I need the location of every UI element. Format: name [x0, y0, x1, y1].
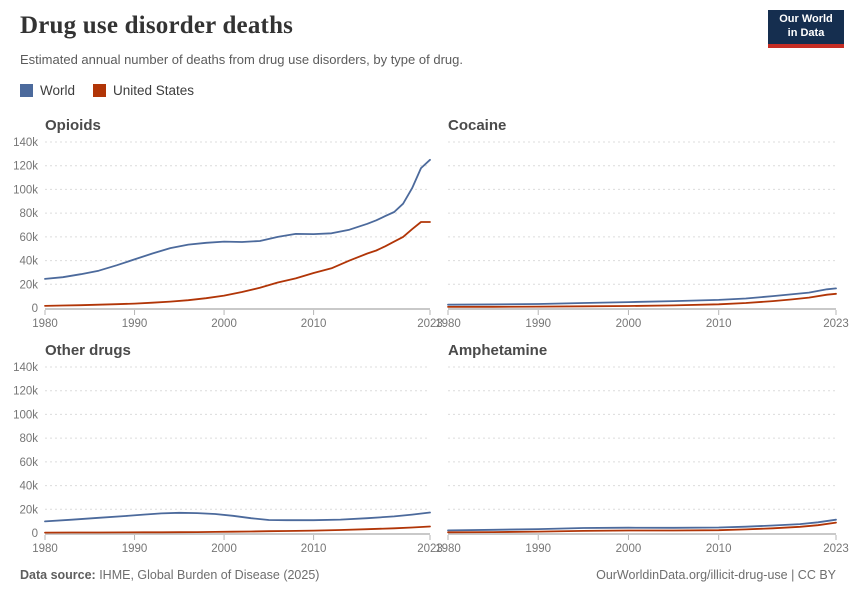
y-tick-label: 100k [13, 409, 38, 421]
x-tick-label: 2010 [301, 543, 327, 555]
y-tick-label: 0 [32, 528, 38, 540]
y-tick-label: 40k [19, 256, 38, 268]
x-tick-label: 1990 [122, 543, 148, 555]
y-tick-label: 0 [32, 303, 38, 315]
owid-logo[interactable]: Our World in Data [768, 10, 844, 48]
y-tick-label: 80k [19, 208, 38, 220]
x-tick-label: 1980 [435, 543, 461, 555]
x-tick-label: 2000 [616, 543, 642, 555]
y-tick-label: 60k [19, 457, 38, 469]
world-line[interactable] [44, 158, 431, 280]
x-tick-label: 2010 [706, 543, 732, 555]
x-tick-label: 2010 [706, 318, 732, 330]
y-tick-label: 120k [13, 386, 38, 398]
x-tick-label: 1990 [525, 318, 551, 330]
footer: Data source: IHME, Global Burden of Dise… [20, 568, 836, 582]
chart-opioids[interactable]: Opioids 0 20k 40k 60k 80k 100k 120k 140k 1980 1990… [0, 106, 446, 333]
united-states-line[interactable] [44, 525, 431, 534]
x-tick-label: 2000 [211, 543, 237, 555]
x-tick-label: 1980 [32, 318, 58, 330]
united-states-line[interactable] [44, 221, 431, 307]
x-tick-label: 1980 [32, 543, 58, 555]
y-tick-label: 40k [19, 481, 38, 493]
y-tick-label: 80k [19, 433, 38, 445]
legend-label-world: World [40, 83, 76, 98]
facet-title: Other drugs [45, 342, 131, 359]
facet-title: Cocaine [448, 117, 506, 134]
world-line[interactable] [44, 511, 431, 523]
y-tick-label: 20k [19, 279, 38, 291]
page-title: Drug use disorder deaths [20, 12, 294, 39]
x-tick-label: 2010 [301, 318, 327, 330]
x-tick-label: 1990 [122, 318, 148, 330]
data-source: Data source: IHME, Global Burden of Dise… [20, 568, 319, 582]
world-swatch-icon [20, 84, 33, 97]
x-tick-label: 2023 [823, 543, 849, 555]
facet-title: Opioids [45, 117, 101, 134]
legend-item-world[interactable]: World [20, 83, 75, 98]
x-tick-label: 1980 [435, 318, 461, 330]
x-tick-label: 1990 [525, 543, 551, 555]
x-tick-label: 2000 [616, 318, 642, 330]
legend-item-united-states[interactable]: United States [93, 83, 194, 98]
united-states-line[interactable] [447, 292, 837, 308]
chart-other-drugs[interactable]: Other drugs 0 20k 40k 60k 80k 100k 120k 140k 1980… [0, 331, 446, 558]
facet-title: Amphetamine [448, 342, 547, 359]
legend: World United States [20, 83, 194, 98]
x-tick-label: 2023 [823, 318, 849, 330]
credit-link[interactable]: OurWorldinData.org/illicit-drug-use | CC… [596, 568, 836, 582]
y-tick-label: 120k [13, 161, 38, 173]
owid-logo-line1: Our World [779, 13, 833, 26]
world-line[interactable] [447, 518, 837, 532]
y-tick-label: 140k [13, 137, 38, 149]
y-tick-label: 100k [13, 184, 38, 196]
chart-cocaine[interactable]: Cocaine 1980 1990 2000 2010 2023 [435, 106, 850, 333]
data-source-label: Data source: [20, 568, 96, 582]
owid-logo-line2: in Data [787, 27, 825, 39]
x-tick-label: 2023 [417, 543, 443, 555]
legend-label-united-states: United States [113, 83, 195, 98]
united-states-swatch-icon [93, 84, 107, 97]
data-source-value: IHME, Global Burden of Disease (2025) [95, 568, 320, 582]
x-tick-label: 2023 [417, 318, 443, 330]
chart-amphetamine[interactable]: Amphetamine 1980 1990 2000 2010 2023 [435, 331, 850, 558]
y-tick-label: 20k [19, 504, 38, 516]
y-tick-label: 60k [19, 232, 38, 244]
y-tick-label: 140k [13, 362, 38, 374]
x-tick-label: 2000 [211, 318, 237, 330]
world-line[interactable] [447, 287, 837, 306]
chart-subtitle: Estimated annual number of deaths from d… [20, 52, 463, 67]
united-states-line[interactable] [447, 521, 837, 534]
